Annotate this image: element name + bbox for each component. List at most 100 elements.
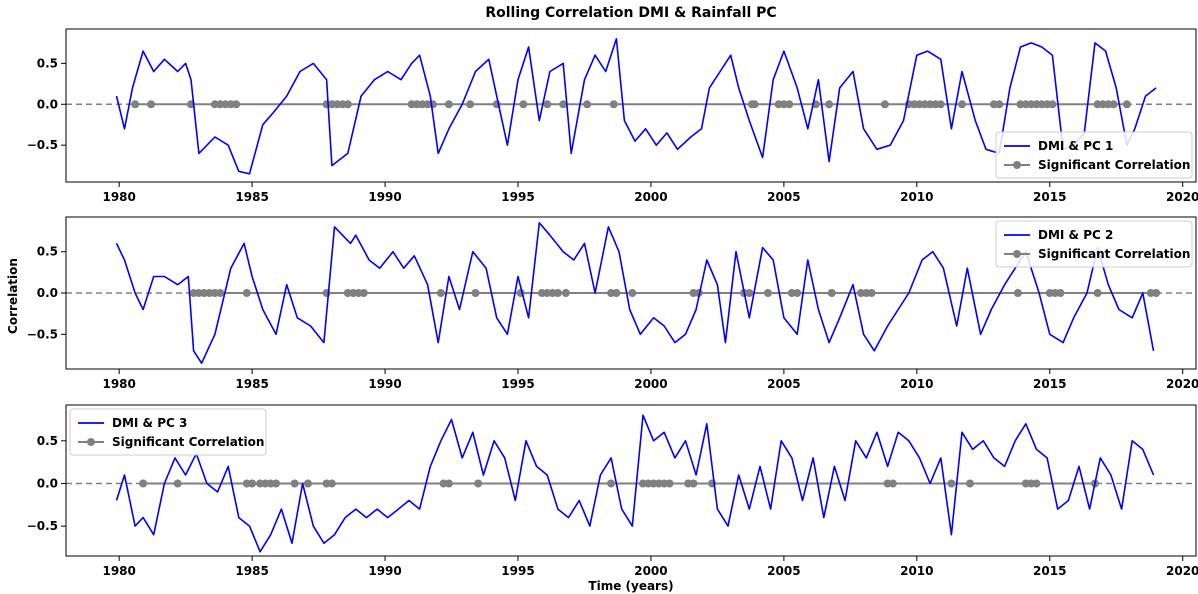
x-tick-label: 1985 — [235, 377, 268, 391]
significant-point — [1122, 100, 1131, 109]
significant-point — [436, 289, 445, 297]
y-tick-label: 0.0 — [37, 476, 58, 490]
significant-point — [444, 479, 453, 488]
x-tick-label: 2015 — [1033, 564, 1066, 578]
x-tick-label: 1990 — [368, 377, 401, 391]
legend-significant-swatch-marker — [87, 438, 95, 446]
x-tick-label: 2020 — [1166, 377, 1198, 391]
y-axis-label: Correlation — [6, 258, 20, 334]
legend-box — [995, 220, 1193, 268]
figure-title: Rolling Correlation DMI & Rainfall PC — [485, 5, 776, 21]
significant-point — [966, 479, 974, 488]
significant-point — [290, 479, 299, 488]
x-tick-label: 1980 — [102, 564, 135, 578]
x-axis-label: Time (years) — [588, 579, 673, 593]
x-tick-label: 2015 — [1033, 190, 1066, 204]
x-tick-label: 1980 — [102, 190, 135, 204]
significant-point — [428, 100, 437, 109]
y-tick-label: −0.5 — [27, 327, 58, 341]
y-tick-label: 0.0 — [37, 97, 58, 111]
significant-point — [665, 479, 674, 488]
significant-point — [763, 289, 772, 297]
significant-point — [216, 289, 225, 297]
significant-point — [607, 479, 616, 488]
significant-point — [750, 100, 759, 109]
x-tick-label: 2005 — [767, 564, 800, 578]
significant-point — [995, 100, 1004, 109]
significant-point — [609, 100, 618, 109]
significant-point — [936, 100, 945, 109]
x-tick-label: 2010 — [900, 377, 933, 391]
significant-point — [827, 289, 836, 297]
significant-point — [628, 289, 637, 297]
series-line-pc3 — [115, 414, 1155, 553]
significant-point — [248, 479, 257, 488]
y-tick-label: −0.5 — [27, 138, 58, 152]
significant-point — [519, 100, 528, 109]
significant-point — [147, 100, 156, 109]
significant-point — [327, 479, 336, 488]
x-tick-label: 2020 — [1166, 190, 1198, 204]
x-tick-label: 2005 — [767, 377, 800, 391]
panel-1: 1980 1985 1990 1995 2000 2005 2010 2015 2020 −0.5… — [27, 28, 1198, 204]
x-tick-label: 1990 — [368, 190, 401, 204]
significant-point — [1048, 100, 1057, 109]
significant-point — [867, 289, 876, 297]
axes-frame — [65, 404, 1197, 557]
significant-point — [793, 289, 802, 297]
significant-point — [553, 289, 562, 297]
significant-point — [612, 289, 621, 297]
x-tick-label: 1985 — [235, 190, 268, 204]
legend: DMI & PC 3 Significant Correlation — [69, 408, 267, 456]
significant-point — [272, 479, 281, 488]
significant-point — [745, 289, 754, 297]
significant-point — [1013, 289, 1022, 297]
significant-point — [1109, 100, 1118, 109]
significant-point — [1093, 289, 1102, 297]
y-tick-label: 0.5 — [37, 245, 58, 259]
significant-point — [444, 100, 453, 109]
legend-series-label: DMI & PC 3 — [112, 416, 187, 430]
significant-point — [466, 100, 475, 109]
significant-point — [559, 100, 568, 109]
significant-point — [139, 479, 148, 488]
significant-point — [131, 100, 140, 109]
y-tick-label: 0.5 — [37, 56, 58, 70]
legend-significant-swatch-marker — [1013, 161, 1021, 169]
significant-point — [947, 479, 956, 488]
significant-point — [1152, 289, 1161, 297]
x-tick-label: 2000 — [634, 190, 667, 204]
x-tick-label: 1995 — [501, 377, 534, 391]
panel-3: 1980 1985 1990 1995 2000 2005 2010 2015 2020 −0.5… — [27, 404, 1198, 578]
axes-frame — [65, 28, 1197, 183]
legend-significant-swatch-marker — [1013, 250, 1021, 258]
x-tick-label: 2010 — [900, 190, 933, 204]
significant-point — [242, 289, 251, 297]
significant-point — [173, 479, 182, 488]
significant-point — [343, 100, 352, 109]
legend-series-label: DMI & PC 2 — [1038, 228, 1113, 242]
x-tick-label: 1980 — [102, 377, 135, 391]
significant-point — [1056, 289, 1065, 297]
y-tick-label: 0.0 — [37, 286, 58, 300]
x-tick-label: 2015 — [1033, 377, 1066, 391]
legend-box — [69, 408, 267, 456]
x-tick-label: 1985 — [235, 564, 268, 578]
significant-point — [958, 100, 967, 109]
significant-point — [232, 100, 241, 109]
x-tick-label: 2000 — [634, 564, 667, 578]
significant-point — [583, 100, 592, 109]
x-tick-label: 1995 — [501, 564, 534, 578]
x-tick-label: 1990 — [368, 564, 401, 578]
x-tick-label: 2010 — [900, 564, 933, 578]
legend-series-label: DMI & PC 1 — [1038, 139, 1113, 153]
significant-point — [785, 100, 794, 109]
panel-2: 1980 1985 1990 1995 2000 2005 2010 2015 2020 −0.5… — [27, 216, 1198, 391]
significant-point — [880, 100, 889, 109]
significant-point — [474, 479, 483, 488]
legend-significant-label: Significant Correlation — [1038, 158, 1190, 172]
significant-point — [1032, 479, 1041, 488]
significant-point — [888, 479, 897, 488]
legend: DMI & PC 2 Significant Correlation — [995, 220, 1193, 268]
